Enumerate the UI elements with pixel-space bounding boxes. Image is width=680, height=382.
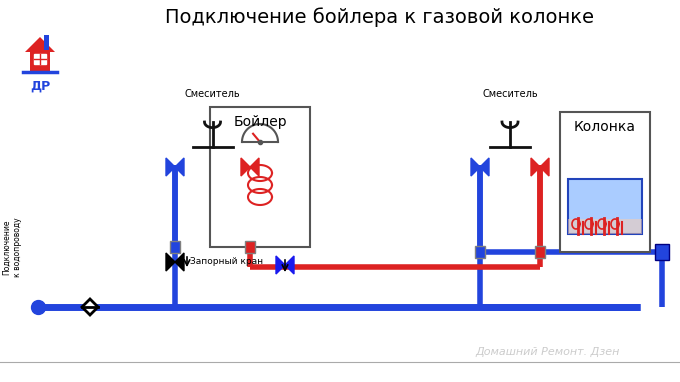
Bar xyxy=(245,241,255,253)
Bar xyxy=(655,244,669,260)
Text: Смеситель: Смеситель xyxy=(185,89,240,99)
Polygon shape xyxy=(285,256,294,274)
Text: Домашний Ремонт. Дзен: Домашний Ремонт. Дзен xyxy=(475,347,620,357)
Text: ДР: ДР xyxy=(30,80,50,93)
Polygon shape xyxy=(166,158,175,176)
Bar xyxy=(475,246,485,258)
Polygon shape xyxy=(531,158,540,176)
Polygon shape xyxy=(480,158,489,176)
Text: Колонка: Колонка xyxy=(574,120,636,134)
Bar xyxy=(170,241,180,253)
Polygon shape xyxy=(175,158,184,176)
Polygon shape xyxy=(25,37,55,52)
Bar xyxy=(568,219,642,234)
FancyBboxPatch shape xyxy=(210,107,310,247)
Polygon shape xyxy=(175,253,184,271)
Bar xyxy=(44,35,49,50)
Bar xyxy=(30,52,50,72)
Text: Подключение
к водопроводу: Подключение к водопроводу xyxy=(2,217,22,277)
Polygon shape xyxy=(471,158,480,176)
Text: Подключение бойлера к газовой колонке: Подключение бойлера к газовой колонке xyxy=(165,7,594,27)
Bar xyxy=(568,179,642,234)
Polygon shape xyxy=(250,158,259,176)
Polygon shape xyxy=(241,158,250,176)
FancyBboxPatch shape xyxy=(560,112,650,252)
Polygon shape xyxy=(166,253,175,271)
Polygon shape xyxy=(82,299,98,315)
Bar xyxy=(535,246,545,258)
Text: Смеситель: Смеситель xyxy=(482,89,538,99)
Bar xyxy=(34,54,46,64)
Polygon shape xyxy=(276,256,285,274)
Text: Бойлер: Бойлер xyxy=(233,115,287,129)
Polygon shape xyxy=(540,158,549,176)
Text: Запорный кран: Запорный кран xyxy=(190,257,263,267)
